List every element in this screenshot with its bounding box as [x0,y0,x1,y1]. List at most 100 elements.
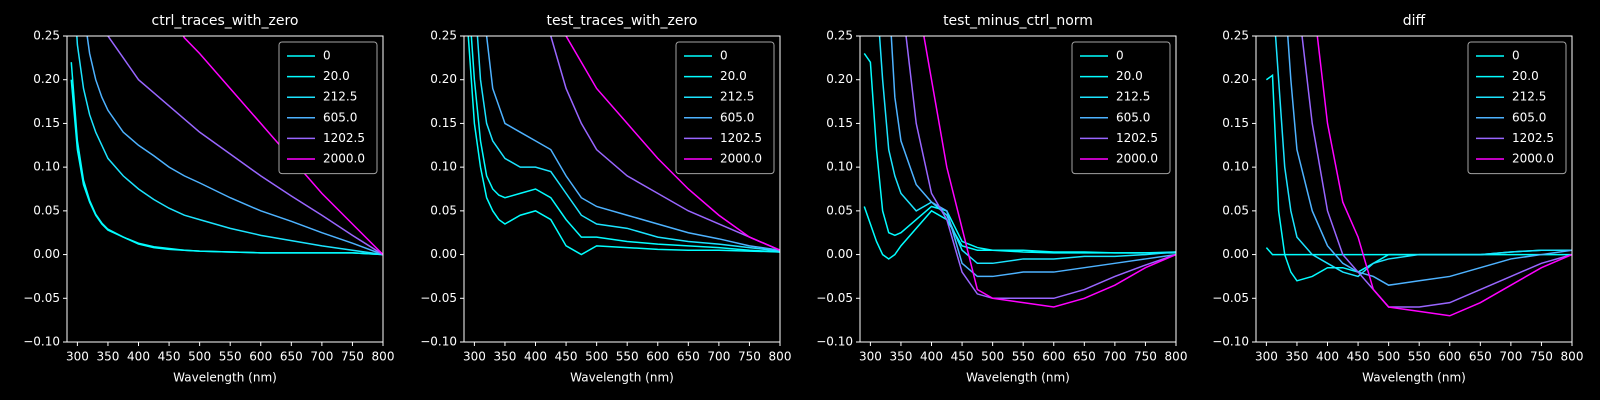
legend-label: 1202.5 [323,131,365,145]
data-line [565,36,780,251]
y-tick-label: 0.10 [1222,160,1249,174]
legend-label: 605.0 [323,110,357,124]
x-tick-label: 600 [1042,350,1065,364]
y-tick-label: 0.20 [1222,72,1249,86]
x-tick-label: 350 [1285,350,1308,364]
x-tick-label: 600 [646,350,669,364]
data-line [86,36,383,256]
x-tick-label: 350 [889,350,912,364]
legend: 0 20.0 212.5 605.0 1202.5 2000.0 [278,41,378,175]
legend-box [1071,41,1171,175]
legend-label: 0 [720,49,728,63]
x-tick-label: 550 [219,350,242,364]
data-line [476,36,780,252]
data-line [485,36,780,251]
y-tick-label: −0.10 [1212,335,1249,349]
subplot-title: diff [1403,13,1426,29]
x-axis-label: Wavelength (nm) [173,371,277,385]
x-tick-label: 500 [585,350,608,364]
y-tick-label: 0.10 [430,160,457,174]
legend-label: 0 [323,49,331,63]
data-line [890,36,1176,278]
x-axis-label: Wavelength (nm) [966,371,1070,385]
y-tick-label: −0.10 [420,335,457,349]
x-tick-label: 700 [1499,350,1522,364]
legend-label: 20.0 [720,69,747,83]
y-tick-label: 0.05 [826,203,853,217]
x-tick-label: 500 [188,350,211,364]
subplot: ctrl_traces_with_zero Wavelength (nm) 300 3… [23,13,394,385]
y-tick-label: 0.15 [1222,116,1249,130]
plot-area [70,36,383,256]
y-tick-label: 0.05 [33,203,60,217]
x-tick-label: 400 [1316,350,1339,364]
y-tick-label: 0.25 [33,29,60,43]
axes-frame [859,35,1177,343]
data-line [1316,36,1572,317]
legend-label: 0 [1512,49,1520,63]
legend-label: 2000.0 [1116,152,1158,166]
legend: 0 20.0 212.5 605.0 1202.5 2000.0 [1467,41,1567,175]
y-tick-label: 0.00 [33,247,60,261]
y-tick-label: 0.10 [826,160,853,174]
legend-label: 605.0 [1116,110,1150,124]
y-tick-label: 0.00 [430,247,457,261]
x-tick-label: 800 [769,350,792,364]
x-tick-label: 600 [1438,350,1461,364]
legend-label: 2000.0 [720,152,762,166]
y-tick-label: −0.05 [1212,291,1249,305]
x-tick-label: 700 [1103,350,1126,364]
x-tick-label: 600 [249,350,272,364]
x-tick-label: 300 [463,350,486,364]
x-tick-label: 800 [1165,350,1188,364]
legend-label: 2000.0 [1512,152,1554,166]
plot-area [467,36,780,256]
legend-box [675,41,775,175]
y-tick-label: −0.05 [420,291,457,305]
y-tick-label: −0.10 [23,335,60,349]
subplot-title: test_minus_ctrl_norm [943,13,1093,29]
legend-label: 0 [1116,49,1124,63]
x-tick-label: 650 [677,350,700,364]
y-tick-label: 0.15 [33,116,60,130]
x-tick-label: 300 [1255,350,1278,364]
y-tick-label: 0.00 [826,247,853,261]
x-tick-label: 500 [1377,350,1400,364]
legend-label: 1202.5 [1512,131,1554,145]
legend-label: 605.0 [1512,110,1546,124]
x-tick-label: 450 [158,350,181,364]
data-line [107,36,383,256]
data-line [549,36,780,251]
x-tick-label: 750 [1134,350,1157,364]
y-tick-label: 0.20 [33,72,60,86]
legend-label: 20.0 [1116,69,1143,83]
legend-label: 605.0 [720,110,754,124]
data-line [470,36,780,253]
x-tick-label: 750 [738,350,761,364]
legend-label: 212.5 [720,90,754,104]
data-line [76,36,383,256]
x-tick-label: 350 [493,350,516,364]
legend-label: 1202.5 [720,131,762,145]
x-axis-label: Wavelength (nm) [570,371,674,385]
subplot-title: test_traces_with_zero [547,13,698,29]
subplot-title: ctrl_traces_with_zero [152,13,299,29]
x-tick-label: 550 [1012,350,1035,364]
y-tick-label: 0.15 [430,116,457,130]
y-tick-label: 0.25 [430,29,457,43]
legend-label: 2000.0 [323,152,365,166]
x-tick-label: 400 [524,350,547,364]
data-line [878,36,1176,265]
x-tick-label: 750 [341,350,364,364]
x-tick-label: 300 [66,350,89,364]
subplot: test_traces_with_zero Wavelength (nm) 300 3… [420,13,792,385]
y-tick-label: 0.25 [826,29,853,43]
x-tick-label: 350 [96,350,119,364]
x-tick-label: 800 [1561,350,1584,364]
x-tick-label: 450 [1347,350,1370,364]
x-tick-label: 400 [127,350,150,364]
legend-label: 1202.5 [1116,131,1158,145]
subplot: diff Wavelength (nm) 300 350 400 450 500 550 600… [1212,13,1584,385]
